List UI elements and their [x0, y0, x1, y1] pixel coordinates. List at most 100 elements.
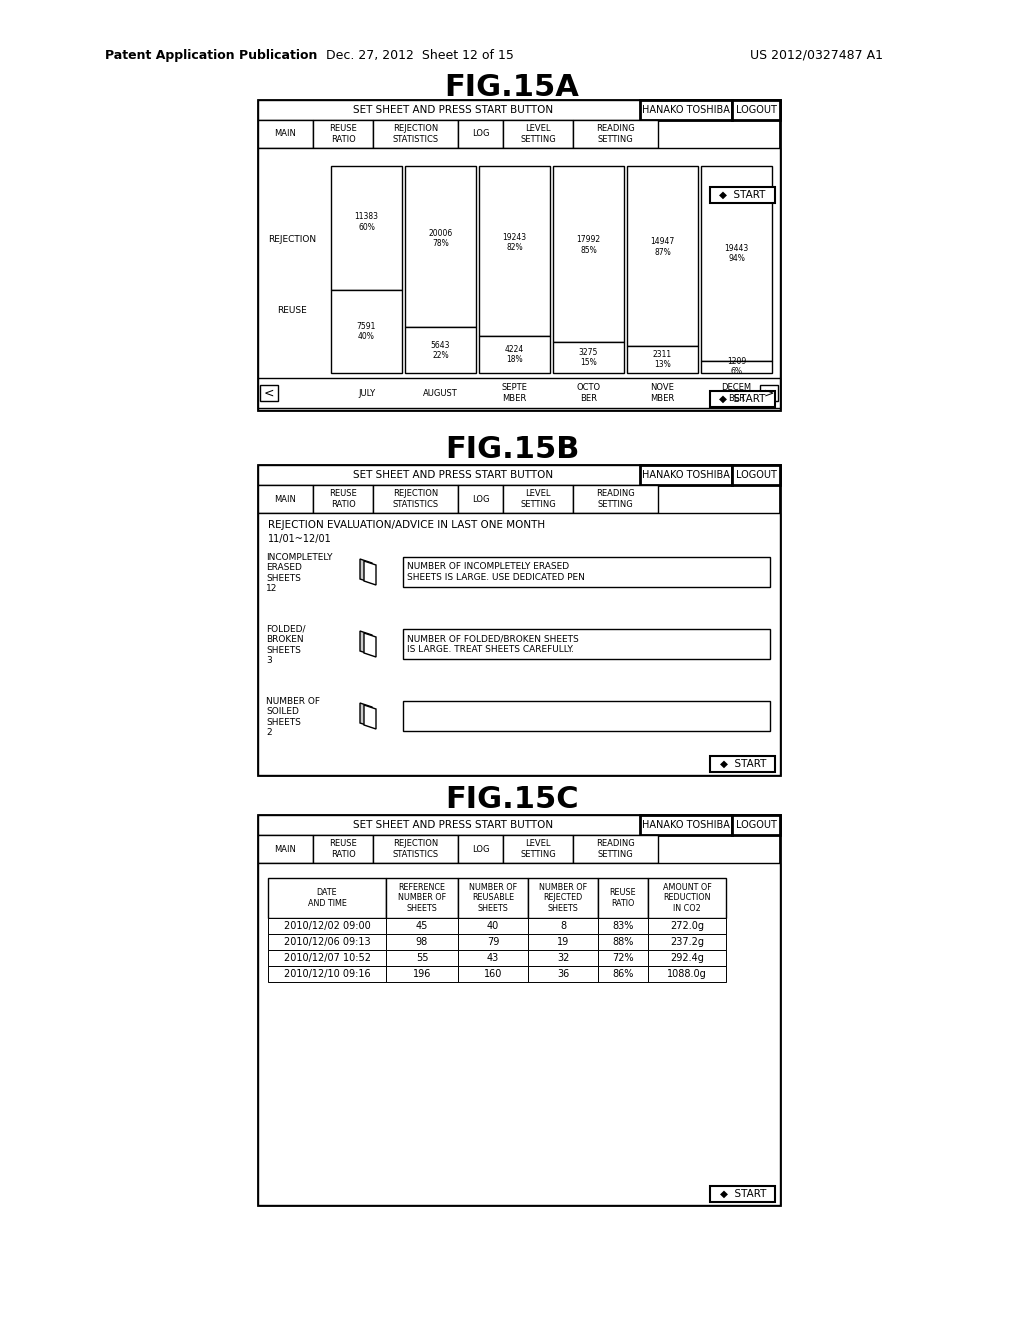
Bar — [732, 465, 780, 484]
Text: DATE
AND TIME: DATE AND TIME — [307, 888, 346, 908]
Bar — [528, 878, 598, 917]
Text: 45: 45 — [416, 921, 428, 931]
Text: Patent Application Publication: Patent Application Publication — [105, 49, 317, 62]
Bar — [258, 465, 780, 775]
Text: 8: 8 — [560, 921, 566, 931]
Text: ◆  START: ◆ START — [720, 759, 766, 770]
Bar — [373, 120, 458, 148]
Bar — [458, 484, 503, 513]
Text: 32: 32 — [557, 953, 569, 964]
Bar — [598, 966, 648, 982]
Polygon shape — [360, 704, 372, 727]
Bar — [503, 484, 573, 513]
Bar — [258, 100, 780, 120]
Text: FIG.15B: FIG.15B — [444, 436, 580, 465]
Bar — [528, 966, 598, 982]
Bar — [627, 346, 698, 374]
Text: SET SHEET AND PRESS START BUTTON: SET SHEET AND PRESS START BUTTON — [353, 470, 553, 480]
Text: SET SHEET AND PRESS START BUTTON: SET SHEET AND PRESS START BUTTON — [353, 106, 553, 115]
Text: ◆  START: ◆ START — [720, 1189, 766, 1199]
Bar — [710, 391, 775, 407]
Text: HANAKO TOSHIBA: HANAKO TOSHIBA — [642, 470, 730, 480]
Text: LOG: LOG — [472, 129, 489, 139]
Bar — [648, 878, 726, 917]
Bar — [403, 701, 770, 731]
Bar — [258, 465, 780, 484]
Text: MAIN: MAIN — [274, 845, 296, 854]
Bar — [479, 335, 550, 374]
Bar — [331, 166, 402, 290]
Bar — [598, 917, 648, 935]
Bar — [406, 166, 476, 327]
Text: US 2012/0327487 A1: US 2012/0327487 A1 — [750, 49, 883, 62]
Bar — [258, 513, 780, 775]
Text: 2010/12/10 09:16: 2010/12/10 09:16 — [284, 969, 371, 979]
Text: 237.2g: 237.2g — [670, 937, 705, 946]
Text: 7591
40%: 7591 40% — [356, 322, 376, 342]
Bar — [258, 378, 780, 408]
Text: READING
SETTING: READING SETTING — [596, 490, 635, 508]
Text: LOG: LOG — [472, 845, 489, 854]
Text: 79: 79 — [486, 937, 499, 946]
Bar — [528, 935, 598, 950]
Bar — [313, 836, 373, 863]
Polygon shape — [364, 561, 376, 585]
Text: 40: 40 — [486, 921, 499, 931]
Text: REFERENCE
NUMBER OF
SHEETS: REFERENCE NUMBER OF SHEETS — [398, 883, 446, 913]
Text: NUMBER OF FOLDED/BROKEN SHEETS
IS LARGE. TREAT SHEETS CAREFULLY.: NUMBER OF FOLDED/BROKEN SHEETS IS LARGE.… — [407, 635, 579, 653]
Bar — [258, 863, 780, 1205]
Text: 11383
60%: 11383 60% — [354, 213, 379, 231]
Text: 86%: 86% — [612, 969, 634, 979]
Bar — [710, 1185, 775, 1203]
Text: FOLDED/
BROKEN
SHEETS
3: FOLDED/ BROKEN SHEETS 3 — [266, 624, 305, 665]
Text: READING
SETTING: READING SETTING — [596, 124, 635, 144]
Bar — [458, 966, 528, 982]
Text: REJECTION EVALUATION/ADVICE IN LAST ONE MONTH: REJECTION EVALUATION/ADVICE IN LAST ONE … — [268, 520, 545, 531]
Bar — [258, 100, 780, 411]
Bar — [386, 878, 458, 917]
Text: LEVEL
SETTING: LEVEL SETTING — [520, 124, 556, 144]
Bar — [598, 878, 648, 917]
Text: 196: 196 — [413, 969, 431, 979]
Bar — [627, 166, 698, 346]
Bar — [598, 935, 648, 950]
Text: LEVEL
SETTING: LEVEL SETTING — [520, 840, 556, 859]
Text: HANAKO TOSHIBA: HANAKO TOSHIBA — [642, 820, 730, 830]
Bar — [528, 917, 598, 935]
Text: 2311
13%: 2311 13% — [653, 350, 672, 370]
Bar — [503, 836, 573, 863]
Bar — [386, 917, 458, 935]
Bar — [258, 148, 780, 411]
Text: >: > — [764, 387, 774, 400]
Bar — [403, 630, 770, 659]
Text: NUMBER OF
REJECTED
SHEETS: NUMBER OF REJECTED SHEETS — [539, 883, 587, 913]
Bar — [373, 836, 458, 863]
Text: 17992
85%: 17992 85% — [577, 235, 600, 255]
Bar — [760, 385, 778, 401]
Bar — [386, 935, 458, 950]
Bar — [648, 935, 726, 950]
Text: 19: 19 — [557, 937, 569, 946]
Text: 36: 36 — [557, 969, 569, 979]
Text: 20006
78%: 20006 78% — [428, 228, 453, 248]
Bar — [268, 966, 386, 982]
Bar — [479, 166, 550, 335]
Text: REJECTION
STATISTICS: REJECTION STATISTICS — [392, 840, 438, 859]
Bar — [732, 100, 780, 120]
Text: HANAKO TOSHIBA: HANAKO TOSHIBA — [642, 106, 730, 115]
Bar — [640, 814, 732, 836]
Polygon shape — [360, 631, 372, 655]
Bar — [386, 950, 458, 966]
Bar — [260, 385, 278, 401]
Text: 14947
87%: 14947 87% — [650, 238, 675, 257]
Bar — [640, 465, 732, 484]
Text: 2010/12/07 10:52: 2010/12/07 10:52 — [284, 953, 371, 964]
Text: 2010/12/02 09:00: 2010/12/02 09:00 — [284, 921, 371, 931]
Bar — [268, 878, 386, 917]
Text: JULY: JULY — [358, 388, 375, 397]
Text: LOGOUT: LOGOUT — [735, 470, 776, 480]
Text: 3275
15%: 3275 15% — [579, 347, 598, 367]
Bar — [648, 917, 726, 935]
Bar — [573, 120, 658, 148]
Text: 292.4g: 292.4g — [670, 953, 703, 964]
